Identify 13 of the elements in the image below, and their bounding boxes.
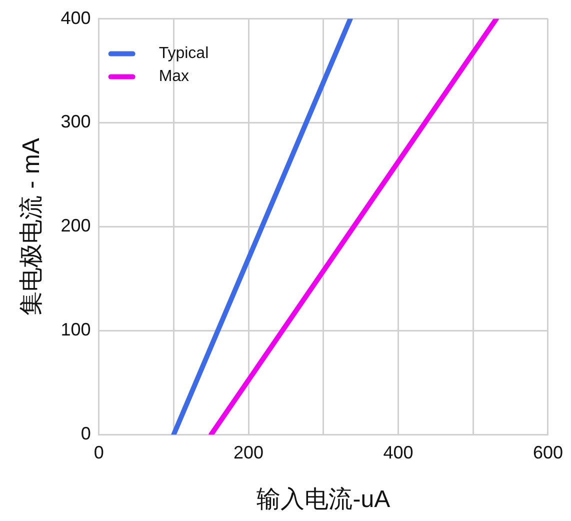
x-tick-label: 600 <box>532 442 564 462</box>
y-tick-label: 0 <box>80 424 91 444</box>
legend-label: Typical <box>158 45 209 62</box>
y-tick-label: 300 <box>60 112 91 132</box>
legend-label: Max <box>158 68 190 86</box>
y-axis-title: 集电极电流 - mA <box>18 138 46 316</box>
y-tick-label: 100 <box>60 320 91 340</box>
y-tick-label: 400 <box>60 8 91 28</box>
x-tick-label: 0 <box>94 442 104 462</box>
x-axis-title: 输入电流-uA <box>256 486 390 514</box>
x-tick-label: 200 <box>234 442 264 462</box>
y-tick-label: 200 <box>60 216 91 236</box>
x-tick-label: 400 <box>383 442 414 462</box>
